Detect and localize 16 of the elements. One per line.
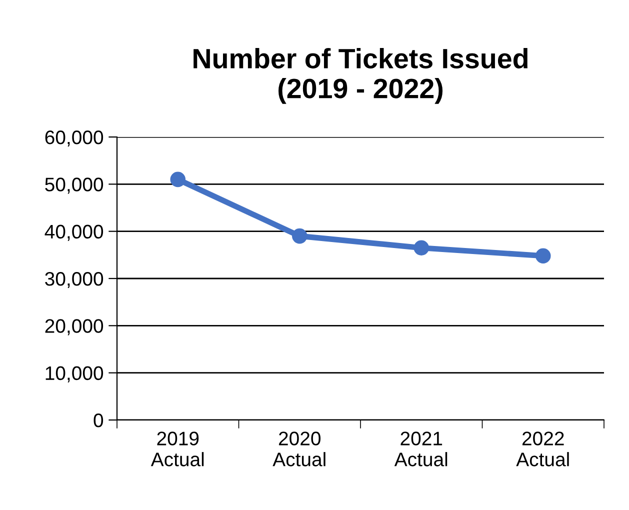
point	[535, 248, 551, 264]
y-tick-label: 10,000	[46, 366, 104, 382]
y-tick-label: 50,000	[45, 178, 104, 194]
y-tick-label: 60,000	[45, 130, 104, 147]
chart-title: Number of Tickets Issued (2019 - 2022)	[194, 48, 528, 104]
x-tick-label: 2022 Actual	[516, 432, 569, 466]
point	[170, 172, 186, 188]
point	[414, 240, 430, 256]
y-tick-label: 0	[94, 413, 104, 428]
y-tick-label: 30,000	[45, 272, 104, 288]
x-tick-label: 2019 Actual	[150, 432, 204, 466]
point	[292, 228, 308, 244]
x-tick-label: 2020 Actual	[272, 432, 326, 466]
y-tick-label: 40,000	[44, 224, 104, 241]
y-tick-label: 20,000	[45, 319, 104, 336]
x-tick-label: 2021 Actual	[394, 432, 448, 466]
